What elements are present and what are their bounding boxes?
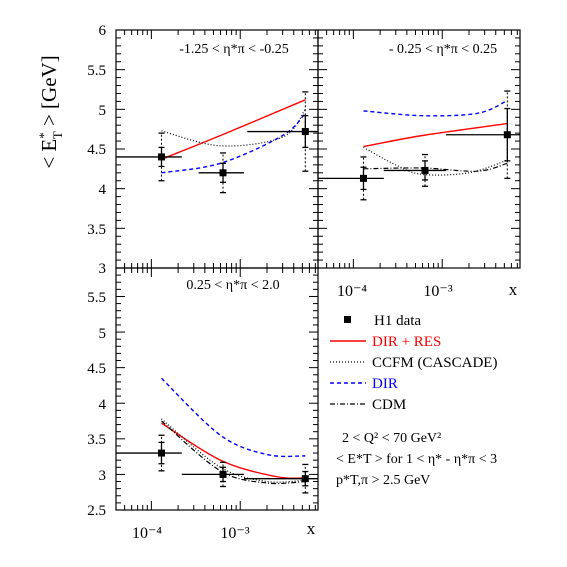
y-tick-label: 3 <box>99 261 107 277</box>
data-point <box>301 475 309 483</box>
series-line-ccfm-cascade <box>161 418 306 483</box>
x-tick-labels-bottom-left: 10⁻⁴ 10⁻³ <box>132 525 250 542</box>
series-line-dir <box>161 112 306 174</box>
panel-title-top-left: -1.25 < η*π < -0.25 <box>179 42 289 57</box>
legend-label: CDM <box>372 397 406 413</box>
data-point <box>301 128 309 136</box>
panel-title-top-right: - 0.25 < η*π < 0.25 <box>389 42 497 57</box>
panel-title-bottom-left: 0.25 < η*π < 2.0 <box>186 278 279 293</box>
x-axis-symbol-top-right: x <box>509 280 518 299</box>
x-tick-label: 10⁻³ <box>220 525 249 542</box>
legend: H1 data DIR + RES CCFM (CASCADE) DIR CDM… <box>330 313 497 488</box>
y-tick-label: 4 <box>99 397 107 413</box>
data-point <box>219 470 227 478</box>
legend-marker-h1-data <box>344 316 351 323</box>
y-tick-label: 3 <box>99 468 107 484</box>
panel-top-left-frame <box>115 29 319 269</box>
series-line-cdm <box>363 162 508 172</box>
series-line-dir <box>363 99 508 117</box>
panel-bottom-left-frame <box>115 267 319 511</box>
y-tick-label: 4.5 <box>87 142 106 158</box>
legend-cut-pt: p*T,π > 2.5 GeV <box>336 473 430 488</box>
x-axis-symbol-bottom-left: x <box>307 519 316 538</box>
x-tick-labels-top-right: 10⁻⁴ 10⁻³ <box>337 283 453 300</box>
x-tick-label: 10⁻⁴ <box>337 283 367 300</box>
data-point <box>421 166 429 174</box>
y-tick-label: 4.5 <box>87 361 106 377</box>
chart-marks <box>115 29 520 511</box>
y-tick-label: 5 <box>99 103 107 119</box>
y-tick-label: 2.5 <box>87 503 106 519</box>
y-tick-labels-top: 3 3.5 4 4.5 5 5.5 6 <box>87 23 106 277</box>
data-point <box>157 153 165 161</box>
y-axis-title: < E*T > [GeV] <box>36 55 65 168</box>
y-tick-label: 4 <box>99 182 107 198</box>
series-line-dir-res <box>363 122 508 148</box>
x-tick-label: 10⁻⁴ <box>132 525 162 542</box>
legend-label: CCFM (CASCADE) <box>372 355 497 371</box>
x-tick-label: 10⁻³ <box>423 283 452 300</box>
series-line-dir-res <box>161 99 306 160</box>
legend-cut-q2: 2 < Q² < 70 GeV² <box>342 431 441 446</box>
y-tick-label: 6 <box>99 23 107 39</box>
y-tick-label: 3.5 <box>87 432 106 448</box>
data-point <box>359 174 367 182</box>
data-point <box>157 449 165 457</box>
legend-cut-et: < E*T > for 1 < η* - η*π < 3 <box>336 452 497 467</box>
data-point <box>503 131 511 139</box>
y-tick-label: 5 <box>99 326 107 342</box>
series-line-dir <box>161 377 306 458</box>
series-line-cdm <box>161 420 306 485</box>
y-tick-labels-bottom: 2.5 3 3.5 4 4.5 5 5.5 <box>87 290 106 519</box>
y-tick-label: 5.5 <box>87 63 106 79</box>
legend-label: H1 data <box>374 313 421 329</box>
data-point <box>219 169 227 177</box>
legend-label: DIR <box>372 376 398 392</box>
legend-label: DIR + RES <box>372 334 441 350</box>
series-line-dir-res <box>161 422 306 479</box>
y-tick-label: 5.5 <box>87 290 106 306</box>
panel-top-right-frame <box>317 29 521 269</box>
series-line-ccfm-cascade <box>161 108 306 147</box>
y-tick-label: 3.5 <box>87 222 106 238</box>
